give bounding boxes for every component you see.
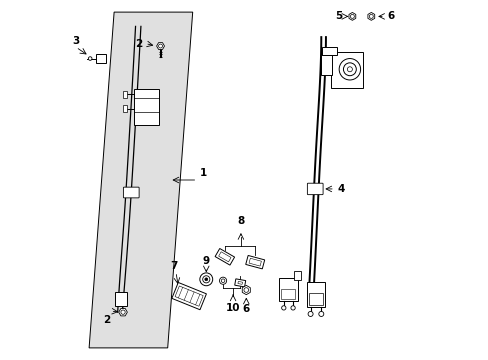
Text: 7: 7 bbox=[170, 261, 177, 271]
FancyBboxPatch shape bbox=[123, 91, 127, 98]
Circle shape bbox=[307, 311, 312, 316]
Polygon shape bbox=[234, 279, 245, 287]
FancyBboxPatch shape bbox=[293, 271, 300, 280]
Circle shape bbox=[318, 311, 323, 316]
Text: 3: 3 bbox=[72, 36, 80, 46]
Circle shape bbox=[290, 306, 295, 310]
Polygon shape bbox=[175, 286, 203, 306]
FancyBboxPatch shape bbox=[115, 292, 127, 306]
Text: 1: 1 bbox=[200, 168, 207, 178]
Polygon shape bbox=[218, 252, 231, 262]
FancyBboxPatch shape bbox=[123, 187, 139, 198]
Text: 2: 2 bbox=[135, 39, 142, 49]
Polygon shape bbox=[248, 258, 261, 266]
Circle shape bbox=[346, 67, 352, 72]
FancyBboxPatch shape bbox=[123, 105, 127, 112]
Circle shape bbox=[200, 273, 212, 286]
Polygon shape bbox=[245, 256, 264, 269]
Polygon shape bbox=[215, 248, 234, 265]
Text: 4: 4 bbox=[337, 184, 344, 194]
FancyBboxPatch shape bbox=[306, 282, 324, 307]
FancyBboxPatch shape bbox=[330, 53, 363, 88]
FancyBboxPatch shape bbox=[308, 293, 323, 305]
FancyBboxPatch shape bbox=[322, 47, 336, 55]
Text: 2: 2 bbox=[103, 315, 110, 325]
Text: 9: 9 bbox=[203, 256, 209, 266]
Circle shape bbox=[281, 306, 285, 310]
Circle shape bbox=[204, 278, 207, 281]
FancyBboxPatch shape bbox=[321, 55, 331, 75]
Text: 6: 6 bbox=[386, 12, 394, 21]
Circle shape bbox=[221, 279, 224, 283]
FancyBboxPatch shape bbox=[278, 278, 298, 301]
Polygon shape bbox=[238, 282, 242, 284]
Text: 8: 8 bbox=[237, 216, 244, 226]
FancyBboxPatch shape bbox=[134, 89, 159, 125]
Text: 10: 10 bbox=[225, 303, 240, 313]
Polygon shape bbox=[171, 283, 206, 310]
FancyBboxPatch shape bbox=[281, 289, 294, 299]
Text: 6: 6 bbox=[242, 304, 249, 314]
Circle shape bbox=[203, 276, 209, 283]
FancyBboxPatch shape bbox=[95, 54, 105, 63]
Text: 5: 5 bbox=[334, 12, 341, 21]
FancyBboxPatch shape bbox=[307, 183, 323, 195]
Polygon shape bbox=[89, 12, 192, 348]
Circle shape bbox=[219, 277, 226, 284]
Circle shape bbox=[88, 57, 92, 60]
